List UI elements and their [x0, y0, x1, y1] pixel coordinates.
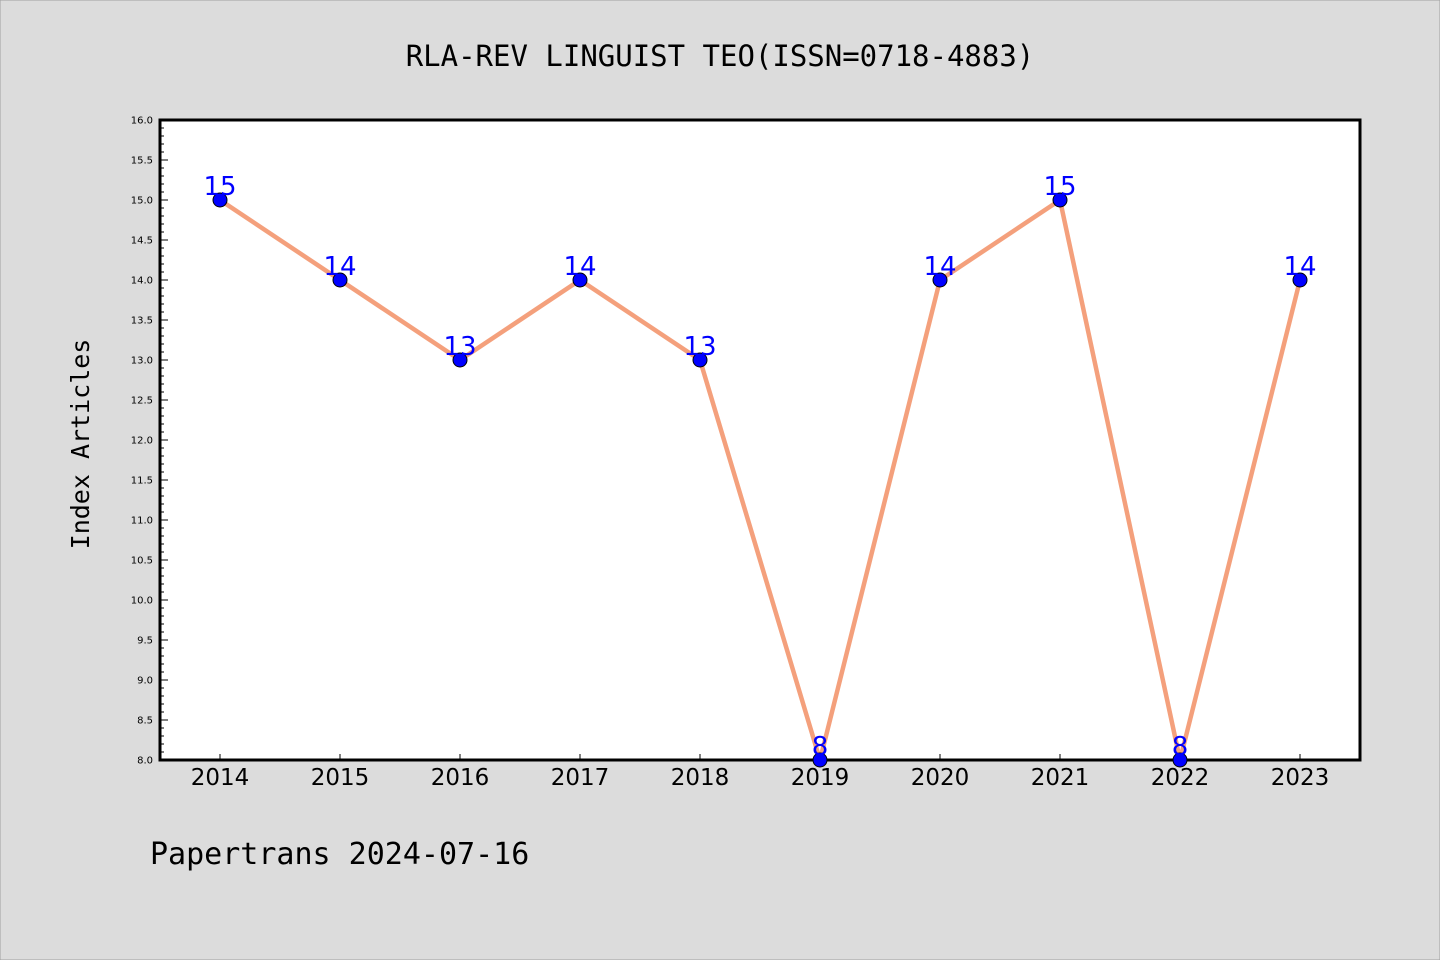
- x-tick-label: 2019: [791, 765, 850, 791]
- x-tick-label: 2016: [431, 765, 490, 791]
- data-label: 14: [323, 252, 356, 282]
- y-tick-label: 12.0: [131, 436, 153, 447]
- x-tick-label: 2021: [1031, 765, 1090, 791]
- y-tick-label: 14.5: [131, 236, 153, 247]
- y-tick-label: 10.0: [131, 596, 153, 607]
- y-tick-label: 10.5: [131, 556, 153, 567]
- data-point: [572, 272, 588, 288]
- y-tick-label: 11.0: [131, 516, 153, 527]
- y-tick-label: 12.5: [131, 396, 153, 407]
- data-point: [812, 752, 828, 768]
- y-tick-label: 11.5: [131, 476, 153, 487]
- data-point: [692, 352, 708, 368]
- y-tick-label: 8.5: [137, 716, 153, 727]
- y-tick-label: 13.0: [131, 356, 153, 367]
- y-axis-label: Index Articles: [66, 339, 95, 550]
- data-label: 14: [563, 252, 596, 282]
- y-tick-label: 16.0: [131, 116, 153, 127]
- chart-title: RLA-REV LINGUIST TEO(ISSN=0718-4883): [406, 39, 1035, 73]
- data-point: [1052, 192, 1068, 208]
- x-tick-label: 2022: [1151, 765, 1210, 791]
- series-line: [217, 197, 1303, 763]
- data-point: [332, 272, 348, 288]
- footer-text: Papertrans 2024-07-16: [150, 837, 529, 872]
- data-point: [452, 352, 468, 368]
- data-label: 13: [683, 332, 716, 362]
- data-point: [932, 272, 948, 288]
- data-label: 15: [203, 172, 236, 202]
- data-point: [1292, 272, 1308, 288]
- data-label: 13: [443, 332, 476, 362]
- data-label: 15: [1043, 172, 1076, 202]
- y-tick-label: 15.5: [131, 156, 153, 167]
- x-axis-ticks: 2014 2015 2016 2017 2018 2019 2020 2021 2022 2023: [191, 754, 1330, 791]
- x-tick-label: 2018: [671, 765, 730, 791]
- y-tick-label: 14.0: [131, 276, 153, 287]
- y-axis-ticks: 8.0 8.5 9.0 9.5 10.0 10.5 11.0 11.5 12.0 12.5 13.0…: [131, 116, 168, 767]
- data-point: [212, 192, 228, 208]
- y-tick-label: 9.5: [137, 636, 153, 647]
- plot-area: [158, 118, 1362, 762]
- data-label: 14: [923, 252, 956, 282]
- data-point: [1172, 752, 1188, 768]
- series-group: 15 14 13 14 13 8 14 15 8 14: [203, 172, 1317, 768]
- x-tick-label: 2014: [191, 765, 250, 791]
- data-label: 8: [1172, 732, 1189, 762]
- y-tick-label: 15.0: [131, 196, 153, 207]
- x-tick-label: 2015: [311, 765, 370, 791]
- y-tick-label: 13.5: [131, 316, 153, 327]
- x-tick-label: 2020: [911, 765, 970, 791]
- data-label: 8: [812, 732, 829, 762]
- data-label: 14: [1283, 252, 1316, 282]
- y-tick-label: 8.0: [137, 756, 153, 767]
- y-tick-label: 9.0: [137, 676, 153, 687]
- x-tick-label: 2017: [551, 765, 610, 791]
- x-tick-label: 2023: [1271, 765, 1330, 791]
